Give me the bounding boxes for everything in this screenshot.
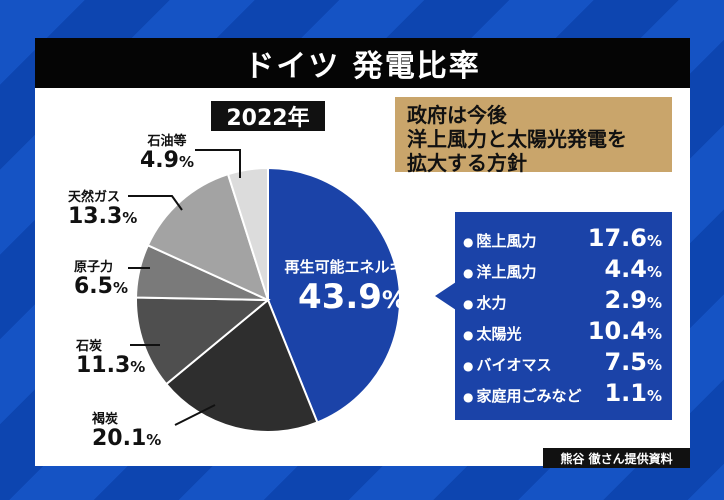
breakdown-name: ● 陸上風力 xyxy=(463,232,537,250)
slice-name: 原子力 xyxy=(74,260,114,275)
year-label: 2022年 xyxy=(211,101,325,131)
callout-pointer xyxy=(435,282,456,310)
label-nuclear: 原子力 6.5% xyxy=(74,256,128,300)
label-renewable: 再生可能エネルギー 43.9% xyxy=(272,256,432,320)
slice-name: 天然ガス xyxy=(68,190,121,205)
bullet-icon: ● xyxy=(463,235,474,249)
breakdown-row: ● 洋上風力 4.4% xyxy=(463,255,662,286)
pie-slice xyxy=(226,166,269,301)
breakdown-name: ● 水力 xyxy=(463,294,507,312)
chart-title: ドイツ 発電比率 xyxy=(35,38,690,88)
breakdown-row: ● 太陽光 10.4% xyxy=(463,317,662,348)
breakdown-name: ● バイオマス xyxy=(463,356,552,374)
slice-name: 褐炭 xyxy=(92,412,119,427)
slice-name: 再生可能エネルギー xyxy=(284,258,420,276)
bullet-icon: ● xyxy=(463,328,474,342)
slice-value: 4.9 xyxy=(140,148,179,173)
renewable-breakdown: ● 陸上風力 17.6% ● 洋上風力 4.4% ● 水力 2.9% ● 太陽光 10.4% ● バイオマ… xyxy=(455,212,672,420)
label-coal: 石炭 11.3% xyxy=(76,335,145,379)
breakdown-name: ● 洋上風力 xyxy=(463,263,537,281)
breakdown-value: 17.6% xyxy=(587,224,662,252)
source-credit: 熊谷 徹さん提供資料 xyxy=(543,448,690,468)
breakdown-row: ● 水力 2.9% xyxy=(463,286,662,317)
label-oil: 石油等 4.9% xyxy=(140,130,194,174)
slice-name: 石油等 xyxy=(147,134,187,149)
slice-name: 石炭 xyxy=(76,339,103,354)
breakdown-name: ● 家庭用ごみなど xyxy=(463,387,582,405)
slice-value: 20.1 xyxy=(92,426,147,451)
label-lignite: 褐炭 20.1% xyxy=(92,408,161,452)
slice-value: 6.5 xyxy=(74,274,113,299)
slice-value: 43.9 xyxy=(298,277,382,317)
breakdown-value: 7.5% xyxy=(604,348,662,376)
slice-value: 13.3 xyxy=(68,204,123,229)
bullet-icon: ● xyxy=(463,390,474,404)
breakdown-value: 1.1% xyxy=(604,379,662,407)
bullet-icon: ● xyxy=(463,297,474,311)
breakdown-value: 4.4% xyxy=(604,255,662,283)
breakdown-value: 2.9% xyxy=(604,286,662,314)
breakdown-row: ● 家庭用ごみなど 1.1% xyxy=(463,379,662,410)
slice-value: 11.3 xyxy=(76,353,131,378)
pie-slice xyxy=(135,296,271,386)
pie-slice xyxy=(267,166,401,424)
leader-line xyxy=(195,149,241,178)
pie-slice xyxy=(164,298,319,433)
label-gas: 天然ガス 13.3% xyxy=(68,186,137,230)
leader-line xyxy=(174,404,216,426)
policy-note: 政府は今後 洋上風力と太陽光発電を 拡大する方針 xyxy=(395,97,672,175)
breakdown-name: ● 太陽光 xyxy=(463,325,522,343)
leader-line xyxy=(128,195,183,211)
breakdown-row: ● バイオマス 7.5% xyxy=(463,348,662,379)
bullet-icon: ● xyxy=(463,359,474,373)
breakdown-value: 10.4% xyxy=(587,317,662,345)
breakdown-row: ● 陸上風力 17.6% xyxy=(463,224,662,255)
bullet-icon: ● xyxy=(463,266,474,280)
